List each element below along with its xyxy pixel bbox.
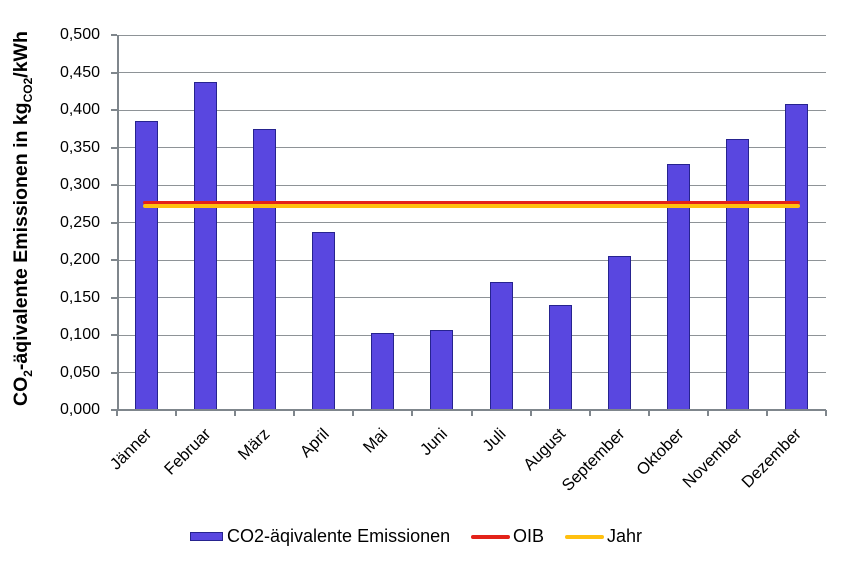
x-axis-tick xyxy=(825,410,827,416)
y-tick-label: 0,150 xyxy=(59,288,100,306)
y-axis-tick xyxy=(111,334,117,336)
y-axis-title-sub: CO2 xyxy=(20,77,35,103)
y-tick-label: 0,350 xyxy=(59,138,100,156)
bar-märz xyxy=(253,128,277,410)
x-axis-tick xyxy=(352,410,355,416)
y-axis-tick xyxy=(111,371,117,374)
y-tick-label: 0,300 xyxy=(59,176,100,193)
gridline xyxy=(117,184,826,186)
y-tick-label: 0,100 xyxy=(59,326,100,343)
y-axis-tick xyxy=(111,221,117,224)
y-axis-title-part: CO xyxy=(10,376,32,406)
gridline xyxy=(117,147,826,148)
bar-juni xyxy=(430,329,454,410)
y-axis-tick xyxy=(111,109,117,111)
bar-oktober xyxy=(666,164,690,410)
gridline xyxy=(117,334,826,336)
y-axis-tick xyxy=(111,409,117,411)
gridline xyxy=(117,109,826,111)
legend-bar-swatch xyxy=(190,532,223,541)
y-axis-tick xyxy=(111,34,117,36)
legend-item-jahr: Jahr xyxy=(565,526,642,547)
y-tick-label: 0,050 xyxy=(59,363,100,381)
y-tick-label: 0,450 xyxy=(59,63,100,81)
x-axis-label: Mai xyxy=(360,425,392,457)
legend-label-oib: OIB xyxy=(513,526,545,546)
gridline xyxy=(117,297,826,298)
x-axis-label: November xyxy=(679,425,747,492)
legend-label-jahr: Jahr xyxy=(607,526,643,546)
x-axis-tick xyxy=(765,410,768,416)
y-tick-label: 0,400 xyxy=(59,101,100,118)
bar-jänner xyxy=(135,121,159,410)
gridline xyxy=(117,72,826,73)
reference-line-oib xyxy=(142,200,801,204)
legend-item-emissions: CO2-äqivalente Emissionen xyxy=(190,526,450,547)
gridline xyxy=(117,259,826,261)
legend-item-oib: OIB xyxy=(471,526,544,547)
x-axis-tick xyxy=(647,410,650,416)
x-axis-label: August xyxy=(519,425,569,475)
y-tick-label: 0,000 xyxy=(59,401,100,418)
y-axis-tick xyxy=(111,71,117,74)
x-axis-tick xyxy=(116,410,118,416)
x-axis-tick xyxy=(411,410,414,416)
x-axis-label: September xyxy=(558,425,628,495)
bar-dezember xyxy=(784,104,808,410)
x-axis-label: Oktober xyxy=(632,425,688,480)
y-tick-label: 0,200 xyxy=(59,251,100,268)
bar-april xyxy=(312,231,336,410)
x-axis-label: Juni xyxy=(416,425,451,460)
x-axis-tick xyxy=(529,410,532,416)
bar-juli xyxy=(489,281,513,410)
x-axis-label: Februar xyxy=(160,425,215,479)
x-axis-tick xyxy=(706,410,709,416)
reference-line-jahr xyxy=(142,203,801,208)
x-axis-label: Dezember xyxy=(738,425,806,492)
gridline xyxy=(117,372,826,373)
legend-jahr-swatch xyxy=(565,534,604,539)
x-axis-tick xyxy=(588,410,591,416)
bar-februar xyxy=(194,82,218,410)
y-axis-tick xyxy=(111,296,117,299)
y-axis-tick xyxy=(111,146,117,149)
bar-mai xyxy=(371,332,395,410)
x-axis-tick xyxy=(175,410,178,416)
y-axis-title-part: -äqivalente Emissionen in kg xyxy=(10,102,32,371)
x-axis-tick xyxy=(293,410,296,416)
y-tick-label: 0,500 xyxy=(59,26,100,43)
bar-september xyxy=(607,255,631,410)
x-axis-label: Juli xyxy=(479,425,510,456)
x-axis-tick xyxy=(234,410,237,416)
y-axis-line xyxy=(117,35,119,410)
bar-august xyxy=(548,305,572,410)
x-axis-line xyxy=(117,409,826,411)
y-tick-label: 0,250 xyxy=(59,213,100,231)
x-axis-label: März xyxy=(234,425,274,464)
bar-november xyxy=(725,138,749,410)
y-axis-tick xyxy=(111,259,117,261)
legend-oib-swatch xyxy=(471,534,510,539)
x-axis-tick xyxy=(470,410,473,416)
x-axis-label: April xyxy=(296,425,333,462)
y-axis-tick xyxy=(111,184,117,186)
x-axis-label: Jänner xyxy=(106,425,156,474)
y-axis-title-part: /kWh xyxy=(10,31,32,78)
gridline xyxy=(117,222,826,223)
legend-label-emissions: CO2-äqivalente Emissionen xyxy=(227,526,451,546)
gridline xyxy=(117,34,826,36)
